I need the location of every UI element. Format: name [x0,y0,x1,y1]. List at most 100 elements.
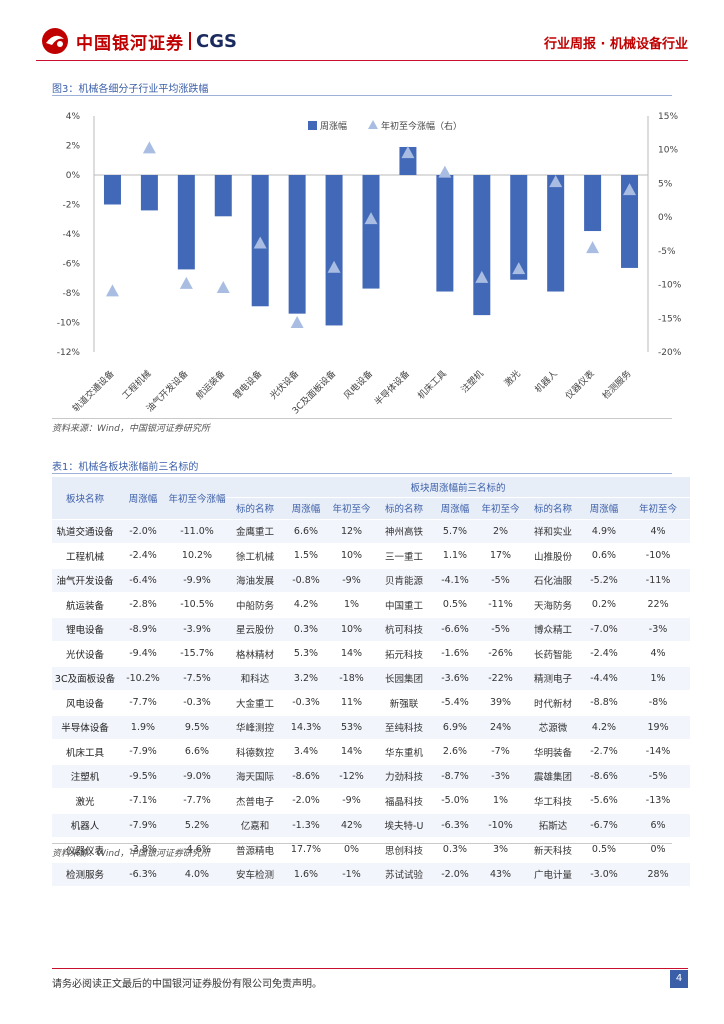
table-cell: 2.6% [433,739,477,765]
legend-marker-swatch [368,120,378,129]
brand-logo: 中国银河证券 CGS [40,26,237,56]
table-cell: 3% [477,837,524,863]
y-left-tick-label: 2% [66,142,81,152]
chart-canvas: 4% 2% 0% -2% -4% -6% -8% -10% -12% 15% 10% 5% 0% -5% -… [57,112,682,416]
table-cell: 14% [328,641,375,667]
table-cell: -8% [626,690,691,716]
x-tick-label: 半导体设备 [372,368,412,408]
figure-title: 图3：机械各细分子行业平均涨跌幅 [52,84,209,95]
table-cell: -4.1% [433,568,477,593]
table-cell: 1% [328,592,375,618]
table-cell: -3% [477,764,524,789]
x-tick-label: 工程机械 [120,368,154,402]
table-cell: -6.7% [582,813,626,838]
header-divider [36,60,688,61]
sector-name-cell: 注塑机 [52,764,118,789]
table-cell: 1.5% [284,543,328,569]
col-header: 标的名称 [226,497,284,520]
marker-机器人 [549,175,563,188]
legend-bar-swatch [308,121,317,130]
sector-name-cell: 锂电设备 [52,617,118,642]
table-cell: 海油发展 [226,568,284,593]
table-cell: 祥和实业 [524,519,582,544]
table-cell: -7.7% [168,788,226,814]
table-cell: 时代新材 [524,690,582,716]
table-row: 风电设备 -7.7% -0.3% 大金重工 -0.3% 11% 新强联 -5.4% 39% 时代新… [52,690,691,716]
table-source-divider [52,843,672,844]
table-cell: 53% [328,715,375,740]
legend-marker-label: 年初至今涨幅（右） [381,120,462,132]
table-cell: -6.3% [118,862,168,887]
report-type: 行业周报 · 机械设备行业 [544,37,688,52]
table-cell: 埃夫特-U [375,813,433,838]
y-left-tick-label: -4% [62,230,80,240]
table-cell: -7.5% [168,666,226,691]
table-cell: 广电计量 [524,862,582,887]
table-cell: 1% [477,788,524,814]
x-tick-label: 风电设备 [341,368,375,402]
table-cell: -1.6% [433,641,477,667]
table-cell: 4.9% [582,519,626,544]
table-cell: 长药智能 [524,641,582,667]
table-cell: 贝肯能源 [375,568,433,593]
footer-disclaimer: 请务必阅读正文最后的中国银河证券股份有限公司免责声明。 [52,979,322,990]
table-cell: 山推股份 [524,543,582,569]
page-number: 4 [670,970,688,988]
table-group-header-row: 板块名称 周涨幅 年初至今涨幅 板块周涨幅前三名标的 [52,477,691,520]
table-cell: 17% [477,543,524,569]
table-cell: 科德数控 [226,739,284,765]
table-cell: 4% [626,519,691,544]
bar-检测服务 [621,175,639,268]
marker-航运装备 [216,280,230,293]
table-cell: 石化油服 [524,568,582,593]
table-cell: 长园集团 [375,666,433,691]
table-cell: 12% [328,519,375,544]
table-cell: 中国重工 [375,592,433,618]
y-left-tick-label: 0% [66,171,81,181]
table-cell: -5% [477,568,524,593]
table-cell: 0% [626,837,691,863]
table-cell: 亿嘉和 [226,813,284,838]
table-cell: -2.0% [118,519,168,544]
table-cell: -6.6% [433,617,477,642]
brand-separator [189,32,191,50]
y-left-tick-label: 4% [66,112,81,122]
brand-name-en: CGS [196,30,237,52]
table-cell: -2.7% [582,739,626,765]
table-cell: 星云股份 [226,617,284,642]
marker-注塑机 [475,270,489,283]
col-header: 年初至今 [328,497,375,520]
col-header: 年初至今 [626,497,691,520]
table-cell: -8.7% [433,764,477,789]
table-row: 机器人 -7.9% 5.2% 亿嘉和 -1.3% 42% 埃夫特-U -6.3% -10% 拓斯达… [52,813,691,838]
y-right-tick-label: -20% [658,348,682,358]
marker-机床工具 [438,165,452,178]
table-cell: 6.9% [433,715,477,740]
marker-光伏设备 [290,316,304,329]
table-cell: 拓斯达 [524,813,582,838]
table-cell: -0.8% [284,568,328,593]
bar-机床工具 [436,175,454,292]
x-tick-label: 锂电设备 [230,368,264,402]
table-cell: -2.0% [284,788,328,814]
table-cell: -13% [626,788,691,814]
group-header: 板块周涨幅前三名标的 [226,477,691,498]
table-cell: -7.7% [118,690,168,716]
y-right-tick-label: 5% [658,179,673,189]
x-tick-label: 注塑机 [458,368,486,396]
table-cell: 至纯科技 [375,715,433,740]
marker-激光 [512,262,526,275]
col-header: 周涨幅 [582,497,626,520]
x-tick-label: 检测服务 [600,368,634,402]
table-cell: 3.4% [284,739,328,765]
y-right-tick-label: -10% [658,281,682,291]
table-cell: 14.3% [284,715,328,740]
table-cell: -26% [477,641,524,667]
table-cell: 1% [626,666,691,691]
table-cell: -0.3% [284,690,328,716]
sector-name-cell: 检测服务 [52,862,118,887]
bar-机器人 [547,175,565,292]
table-cell: -9% [328,788,375,814]
table-cell: 5.7% [433,519,477,544]
table-cell: 6% [626,813,691,838]
